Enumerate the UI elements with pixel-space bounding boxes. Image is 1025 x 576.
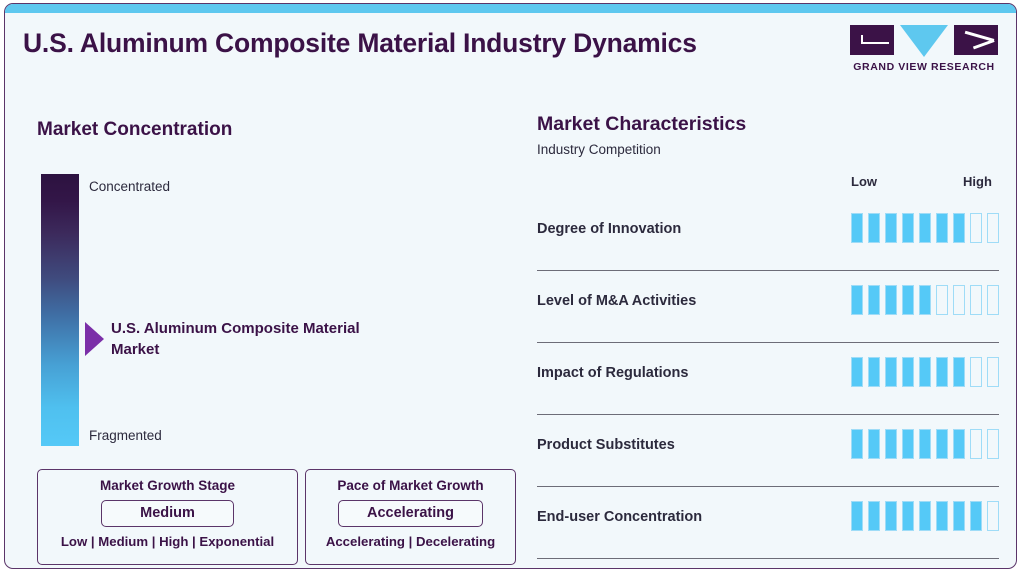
market-position-label: U.S. Aluminum Composite Material Market [111, 320, 360, 358]
characteristics-rows: Degree of Innovation Level of M&A Activit… [537, 199, 999, 559]
grand-view-research-logo: GRAND VIEW RESEARCH [850, 25, 998, 81]
pace-of-market-growth-box: Pace of Market Growth Accelerating Accel… [305, 469, 516, 565]
meter-segment-filled [902, 213, 914, 243]
logo-right-block-icon [954, 25, 998, 55]
row-separator [537, 486, 999, 487]
meter-segment-empty [987, 357, 999, 387]
meter-segment-empty [970, 357, 982, 387]
characteristic-row: Degree of Innovation [537, 199, 999, 271]
market-position-arrow-icon [85, 322, 104, 356]
meter-segment-filled [885, 501, 897, 531]
meter-segment-empty [987, 429, 999, 459]
logo-marks [850, 25, 998, 59]
market-characteristics-subtitle: Industry Competition [537, 142, 661, 157]
characteristic-row: Impact of Regulations [537, 343, 999, 415]
meter-segment-empty [953, 285, 965, 315]
meter-segment-empty [987, 213, 999, 243]
meter-segment-empty [987, 285, 999, 315]
meter-segment-filled [851, 357, 863, 387]
row-separator [537, 270, 999, 271]
scale-low-label: Low [851, 174, 877, 189]
concentration-top-label: Concentrated [89, 179, 171, 194]
market-characteristics-title: Market Characteristics [537, 113, 747, 135]
meter-segment-empty [970, 429, 982, 459]
meter-segment-filled [919, 357, 931, 387]
characteristic-meter [851, 429, 999, 459]
characteristic-row: Product Substitutes [537, 415, 999, 487]
header: U.S. Aluminum Composite Material Industr… [5, 13, 1016, 85]
meter-segment-filled [902, 285, 914, 315]
meter-segment-filled [902, 357, 914, 387]
meter-segment-filled [868, 429, 880, 459]
concentration-bottom-label: Fragmented [89, 428, 162, 443]
pace-of-market-growth-title: Pace of Market Growth [337, 478, 484, 493]
meter-segment-filled [936, 501, 948, 531]
meter-segment-filled [919, 213, 931, 243]
market-characteristics-panel: Market Characteristics Industry Competit… [517, 99, 1016, 568]
market-growth-stage-box: Market Growth Stage Medium Low | Medium … [37, 469, 298, 565]
meter-segment-filled [868, 213, 880, 243]
meter-segment-filled [851, 501, 863, 531]
meter-segment-filled [868, 285, 880, 315]
logo-left-block-icon [850, 25, 894, 55]
concentration-gradient-bar [41, 174, 79, 446]
row-separator [537, 558, 999, 559]
meter-segment-filled [885, 285, 897, 315]
meter-segment-filled [953, 357, 965, 387]
meter-segment-filled [868, 501, 880, 531]
meter-segment-filled [851, 285, 863, 315]
meter-segment-filled [902, 429, 914, 459]
meter-segment-filled [936, 429, 948, 459]
meter-segment-filled [885, 213, 897, 243]
meter-segment-filled [953, 429, 965, 459]
top-accent-bar [5, 4, 1016, 13]
market-growth-stage-scale: Low | Medium | High | Exponential [60, 534, 275, 549]
characteristic-row: End-user Concentration [537, 487, 999, 559]
row-separator [537, 414, 999, 415]
characteristic-label: End-user Concentration [537, 509, 703, 525]
meter-segment-empty [970, 285, 982, 315]
meter-segment-filled [936, 357, 948, 387]
pace-of-market-growth-value: Accelerating [338, 500, 483, 527]
page-title: U.S. Aluminum Composite Material Industr… [23, 28, 697, 58]
scale-high-label: High [963, 174, 992, 189]
logo-wordmark: GRAND VIEW RESEARCH [853, 61, 995, 73]
characteristic-meter [851, 285, 999, 315]
meter-segment-filled [953, 501, 965, 531]
characteristic-label: Degree of Innovation [537, 221, 682, 237]
meter-segment-empty [970, 213, 982, 243]
characteristic-meter [851, 501, 999, 531]
characteristic-label: Impact of Regulations [537, 365, 689, 381]
logo-triangle-icon [900, 25, 948, 57]
characteristic-meter [851, 357, 999, 387]
pace-of-market-growth-scale: Accelerating | Decelerating [325, 534, 496, 549]
characteristic-label: Product Substitutes [537, 437, 675, 453]
market-growth-stage-title: Market Growth Stage [99, 478, 236, 493]
row-separator [537, 342, 999, 343]
meter-segment-filled [851, 429, 863, 459]
characteristic-meter [851, 213, 999, 243]
meter-segment-filled [953, 213, 965, 243]
meter-segment-filled [970, 501, 982, 531]
meter-segment-filled [851, 213, 863, 243]
characteristic-row: Level of M&A Activities [537, 271, 999, 343]
meter-segment-filled [885, 357, 897, 387]
market-growth-stage-value: Medium [101, 500, 234, 527]
meter-segment-filled [936, 213, 948, 243]
meter-segment-filled [919, 285, 931, 315]
characteristic-label: Level of M&A Activities [537, 293, 697, 309]
market-concentration-title: Market Concentration [37, 119, 233, 140]
meter-segment-filled [919, 501, 931, 531]
meter-segment-empty [936, 285, 948, 315]
meter-segment-filled [885, 429, 897, 459]
meter-segment-filled [902, 501, 914, 531]
market-concentration-panel: Market Concentration Concentrated Fragme… [5, 99, 517, 568]
meter-segment-filled [868, 357, 880, 387]
meter-segment-filled [919, 429, 931, 459]
meter-segment-empty [987, 501, 999, 531]
infographic-poster: U.S. Aluminum Composite Material Industr… [4, 3, 1017, 569]
